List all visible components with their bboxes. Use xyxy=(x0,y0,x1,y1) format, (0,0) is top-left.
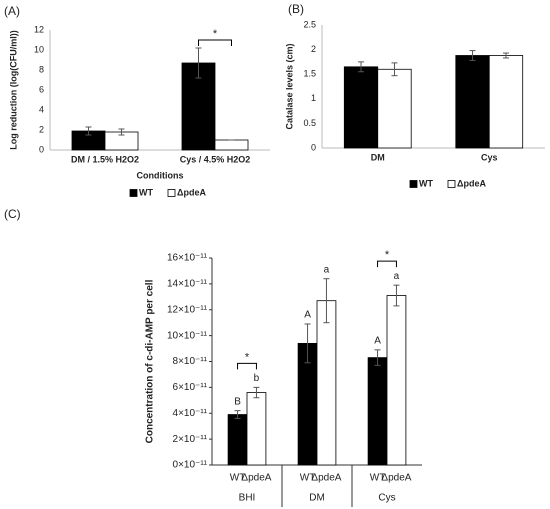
significance-bracket xyxy=(377,260,397,268)
y-tick-label: 6 xyxy=(39,84,44,94)
bar xyxy=(227,414,248,466)
legend-label: ΔpdeA xyxy=(457,178,486,188)
bar xyxy=(316,300,337,466)
y-axis-label: Catalase levels (cm) xyxy=(284,43,294,129)
series-label: ΔpdeA xyxy=(311,473,341,484)
significance-bracket xyxy=(198,39,232,46)
bar xyxy=(246,392,267,466)
legend-swatch xyxy=(167,189,176,197)
y-axis-label: Concentration of c-di-AMP per cell xyxy=(145,279,156,443)
y-tick-label: 0 xyxy=(311,142,316,152)
y-tick-label: 2×10⁻¹¹ xyxy=(173,434,208,445)
group-label: DM xyxy=(309,493,325,504)
series-label: ΔpdeA xyxy=(241,473,271,484)
y-tick-label: 12×10⁻¹¹ xyxy=(167,304,208,315)
legend-swatch xyxy=(129,189,138,197)
y-tick-label: 10 xyxy=(34,44,44,54)
y-tick-label: 8 xyxy=(39,64,44,74)
y-tick-label: 14×10⁻¹¹ xyxy=(167,279,208,290)
legend-label: ΔpdeA xyxy=(177,187,206,197)
x-axis-label: Conditions xyxy=(137,170,184,180)
legend-swatch xyxy=(447,180,456,188)
significance-mark: * xyxy=(385,249,390,261)
y-tick-label: 1 xyxy=(311,93,316,103)
series-label: WT xyxy=(300,473,316,484)
y-tick-label: 8×10⁻¹¹ xyxy=(173,356,208,367)
x-tick-label: Cys xyxy=(481,152,498,162)
legend-swatch xyxy=(409,180,418,188)
y-tick-label: 2.5 xyxy=(303,19,316,29)
y-tick-label: 2 xyxy=(311,44,316,54)
y-tick-label: 10×10⁻¹¹ xyxy=(167,330,208,341)
y-tick-label: 4 xyxy=(39,104,44,114)
legend-label: WT xyxy=(139,187,153,197)
x-tick-label: Cys / 4.5% H2O2 xyxy=(180,154,251,164)
series-label: ΔpdeA xyxy=(381,473,411,484)
series-label: WT xyxy=(370,473,386,484)
group-letter: A xyxy=(374,335,381,346)
group-letter: a xyxy=(394,271,400,282)
group-letter: B xyxy=(234,396,241,407)
y-tick-label: 16×10⁻¹¹ xyxy=(167,253,208,264)
y-tick-label: 2 xyxy=(39,124,44,134)
y-tick-label: 4×10⁻¹¹ xyxy=(173,408,208,419)
x-tick-label: DM / 1.5% H2O2 xyxy=(71,154,139,164)
y-tick-label: 0.5 xyxy=(303,118,316,128)
bar xyxy=(214,139,249,151)
bar xyxy=(455,55,490,149)
bar xyxy=(386,295,407,466)
y-tick-label: 12 xyxy=(34,24,44,34)
group-label: BHI xyxy=(239,493,256,504)
y-tick-label: 6×10⁻¹¹ xyxy=(173,382,208,393)
significance-mark: * xyxy=(213,28,218,40)
y-tick-label: 0×10⁻¹¹ xyxy=(173,460,208,471)
group-letter: a xyxy=(324,264,330,275)
panel-label: (B) xyxy=(288,2,304,16)
group-letter: b xyxy=(254,373,260,384)
group-label: Cys xyxy=(378,493,395,504)
bar xyxy=(488,55,524,149)
bar xyxy=(367,357,388,466)
y-tick-label: 1.5 xyxy=(303,69,316,79)
panel-label: (C) xyxy=(4,207,21,221)
bar xyxy=(343,66,379,149)
legend-label: WT xyxy=(419,178,433,188)
y-tick-label: 0 xyxy=(39,144,44,154)
x-tick-label: DM xyxy=(371,152,385,162)
significance-bracket xyxy=(237,362,257,370)
group-letter: A xyxy=(304,310,311,321)
y-axis-label: Log reduction (log(CFU/ml)) xyxy=(8,30,18,149)
significance-mark: * xyxy=(245,351,250,363)
series-label: WT xyxy=(230,473,246,484)
bar xyxy=(377,68,412,149)
panel-label: (A) xyxy=(4,4,20,18)
